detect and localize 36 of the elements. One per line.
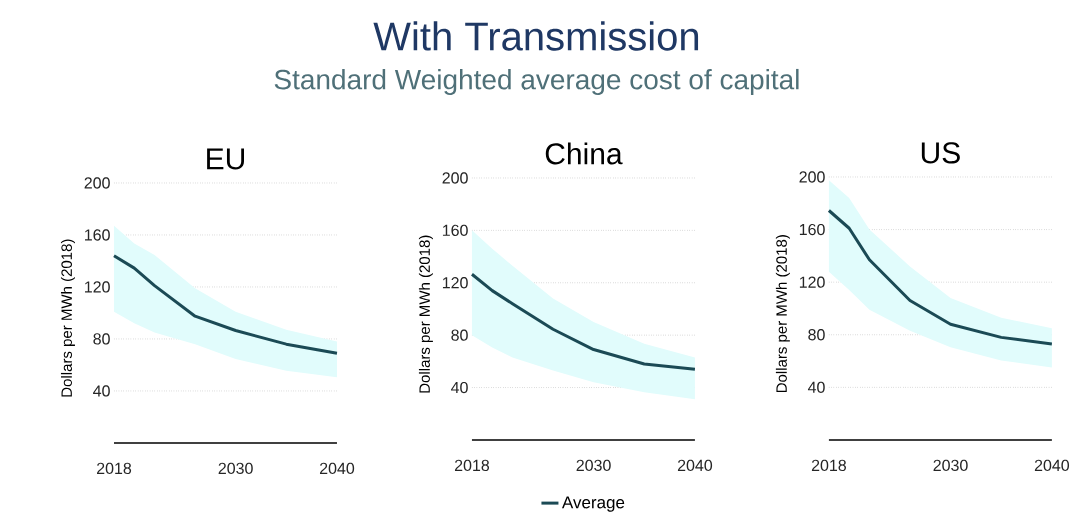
y-tick-label: 160 <box>85 229 110 241</box>
x-tick-label: 2018 <box>97 462 132 475</box>
text: With Transmission <box>373 21 699 51</box>
line-series <box>112 254 339 355</box>
x-tick-label: 2040 <box>677 459 713 472</box>
y-tick-label: 120 <box>442 277 468 289</box>
y-tick-label: 80 <box>808 329 825 341</box>
y-tick-label: 200 <box>799 171 825 183</box>
chart-title: EU <box>207 148 244 170</box>
chart-title: US <box>921 142 960 164</box>
line-series <box>827 209 1054 346</box>
x-tick-label: 2030 <box>576 459 611 472</box>
legend-label: Average <box>561 496 625 512</box>
chart-title: China <box>545 142 623 165</box>
x-tick-label: 2040 <box>1034 459 1070 472</box>
y-tick-label: 80 <box>93 333 110 345</box>
y-tick-label: 200 <box>442 172 468 184</box>
y-axis-title: Dollars per MWh (2018) <box>775 235 790 393</box>
y-tick-label: 80 <box>451 329 468 341</box>
y-tick-label: 120 <box>799 276 825 288</box>
text: Standard Weighted average cost of capital <box>274 69 799 96</box>
y-tick-label: 160 <box>442 224 468 237</box>
y-axis-title: Dollars per MWh (2018) <box>418 235 433 393</box>
y-tick-label: 40 <box>807 381 825 394</box>
x-tick-label: 2040 <box>319 462 355 475</box>
x-tick-label: 2030 <box>933 459 968 472</box>
x-tick-label: 2030 <box>218 462 253 475</box>
line-series <box>470 272 697 371</box>
y-tick-label: 120 <box>85 281 110 293</box>
y-tick-label: 160 <box>799 224 825 236</box>
y-tick-label: 40 <box>93 385 110 397</box>
y-tick-label: 40 <box>451 382 468 394</box>
x-tick-label: 2018 <box>454 459 490 472</box>
y-axis-title: Dollars per MWh (2018) <box>60 239 75 397</box>
y-tick-label: 200 <box>84 177 110 189</box>
x-tick-label: 2018 <box>811 459 846 472</box>
